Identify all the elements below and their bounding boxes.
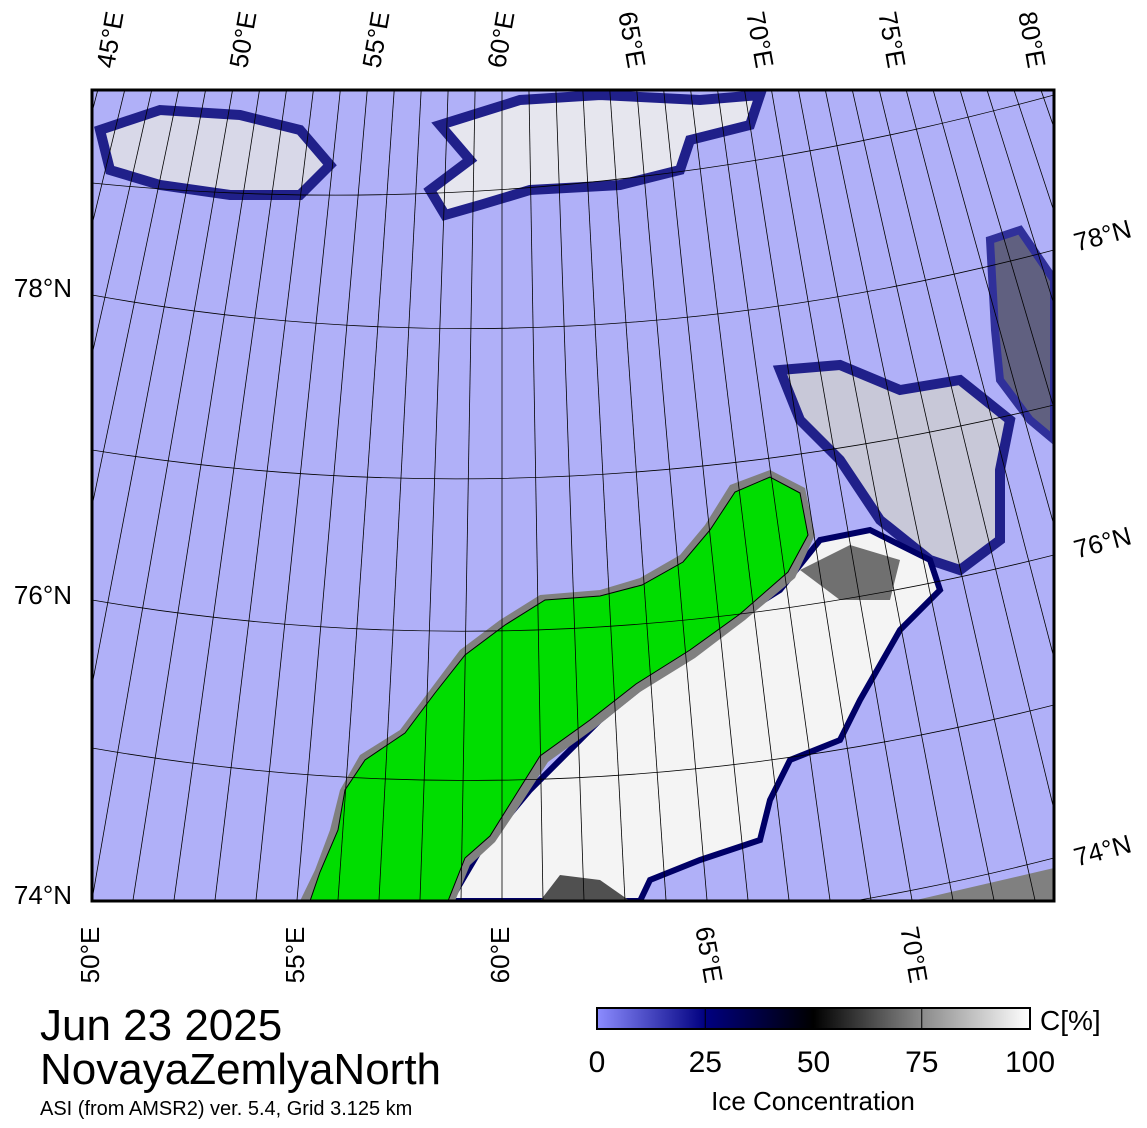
sea-ice bbox=[772, 359, 1016, 576]
lon-label: 55°E bbox=[280, 927, 310, 984]
meridian bbox=[717, 90, 831, 901]
lon-label: 45°E bbox=[90, 9, 129, 70]
meridian bbox=[0, 70, 50, 925]
subtitle: ASI (from AMSR2) ver. 5.4, Grid 3.125 km bbox=[40, 1098, 412, 1120]
lon-label: 50°E bbox=[75, 927, 105, 984]
map-frame bbox=[90, 88, 1056, 903]
meridian bbox=[1087, 70, 1147, 925]
meridian bbox=[986, 90, 1054, 306]
meridian bbox=[132, 90, 260, 901]
parallel bbox=[92, 554, 1054, 632]
colorbar-tick-label: 75 bbox=[905, 1046, 938, 1079]
graticule bbox=[0, 70, 1147, 925]
land bbox=[309, 476, 809, 901]
colorbar-unit: C[%] bbox=[1040, 1005, 1101, 1036]
meridian bbox=[663, 90, 749, 901]
colorbar-tick-label: 50 bbox=[797, 1046, 830, 1079]
colorbar-tick-label: 0 bbox=[589, 1046, 606, 1079]
meridian bbox=[92, 90, 233, 901]
lon-label: 75°E bbox=[872, 9, 911, 70]
meridian bbox=[92, 90, 126, 227]
meridian bbox=[378, 90, 422, 901]
meridian bbox=[1061, 70, 1147, 925]
meridian bbox=[690, 90, 790, 901]
lat-label: 74°N bbox=[1071, 828, 1135, 872]
meridian bbox=[744, 90, 872, 901]
parallel bbox=[92, 94, 1054, 196]
meridian bbox=[92, 90, 153, 357]
lon-label: 60°E bbox=[481, 9, 520, 70]
lat-label: 78°N bbox=[1071, 213, 1135, 257]
colorbar-tick-label: 100 bbox=[1005, 1046, 1055, 1079]
land-mask bbox=[912, 868, 1054, 901]
meridian bbox=[1114, 70, 1147, 925]
lat-label: 78°N bbox=[14, 273, 72, 303]
meridian bbox=[798, 90, 954, 901]
date: Jun 23 2025 bbox=[40, 1001, 282, 1050]
meridian bbox=[92, 90, 180, 509]
meridian bbox=[337, 90, 395, 901]
meridian bbox=[173, 90, 287, 901]
lon-label: 70°E bbox=[740, 9, 779, 70]
meridian bbox=[932, 90, 1054, 527]
meridian bbox=[959, 90, 1054, 410]
sea-ice bbox=[800, 545, 900, 600]
meridian bbox=[0, 70, 23, 925]
meridian bbox=[0, 70, 76, 925]
meridian bbox=[255, 90, 341, 901]
lon-label: 70°E bbox=[894, 924, 933, 985]
parallel bbox=[92, 404, 1054, 480]
colorbar-title: Ice Concentration bbox=[711, 1086, 915, 1116]
parallel bbox=[92, 704, 1054, 781]
meridian bbox=[905, 90, 1054, 660]
meridian bbox=[419, 90, 449, 901]
lon-label: 65°E bbox=[612, 9, 651, 70]
meridian bbox=[851, 90, 1036, 901]
meridian bbox=[609, 90, 667, 901]
parallel bbox=[92, 249, 1054, 329]
lon-label: 55°E bbox=[356, 9, 395, 70]
meridian bbox=[460, 90, 476, 901]
meridian bbox=[296, 90, 368, 901]
meridian bbox=[636, 90, 708, 901]
lat-label: 74°N bbox=[14, 880, 72, 910]
meridian bbox=[878, 90, 1054, 812]
sea-ice bbox=[94, 104, 337, 200]
meridian bbox=[92, 90, 206, 688]
lon-label: 80°E bbox=[1012, 9, 1051, 70]
sea-ice bbox=[423, 90, 767, 221]
meridian bbox=[92, 90, 99, 114]
lon-label: 50°E bbox=[223, 9, 262, 70]
sea-ice bbox=[540, 875, 630, 901]
meridian bbox=[582, 90, 626, 901]
lon-label: 65°E bbox=[689, 924, 728, 985]
meridian bbox=[555, 90, 585, 901]
map-area bbox=[0, 70, 1147, 925]
meridian bbox=[824, 90, 995, 901]
meridian bbox=[528, 90, 544, 901]
sea-ice bbox=[985, 225, 1054, 446]
region: NovayaZemlyaNorth bbox=[40, 1045, 441, 1094]
lat-label: 76°N bbox=[14, 580, 72, 610]
lat-label: 76°N bbox=[1071, 520, 1135, 564]
colorbar-tick-label: 25 bbox=[689, 1046, 722, 1079]
meridian bbox=[1140, 70, 1147, 925]
meridian bbox=[771, 90, 913, 901]
meridian bbox=[214, 90, 314, 901]
lon-label: 60°E bbox=[485, 927, 515, 984]
